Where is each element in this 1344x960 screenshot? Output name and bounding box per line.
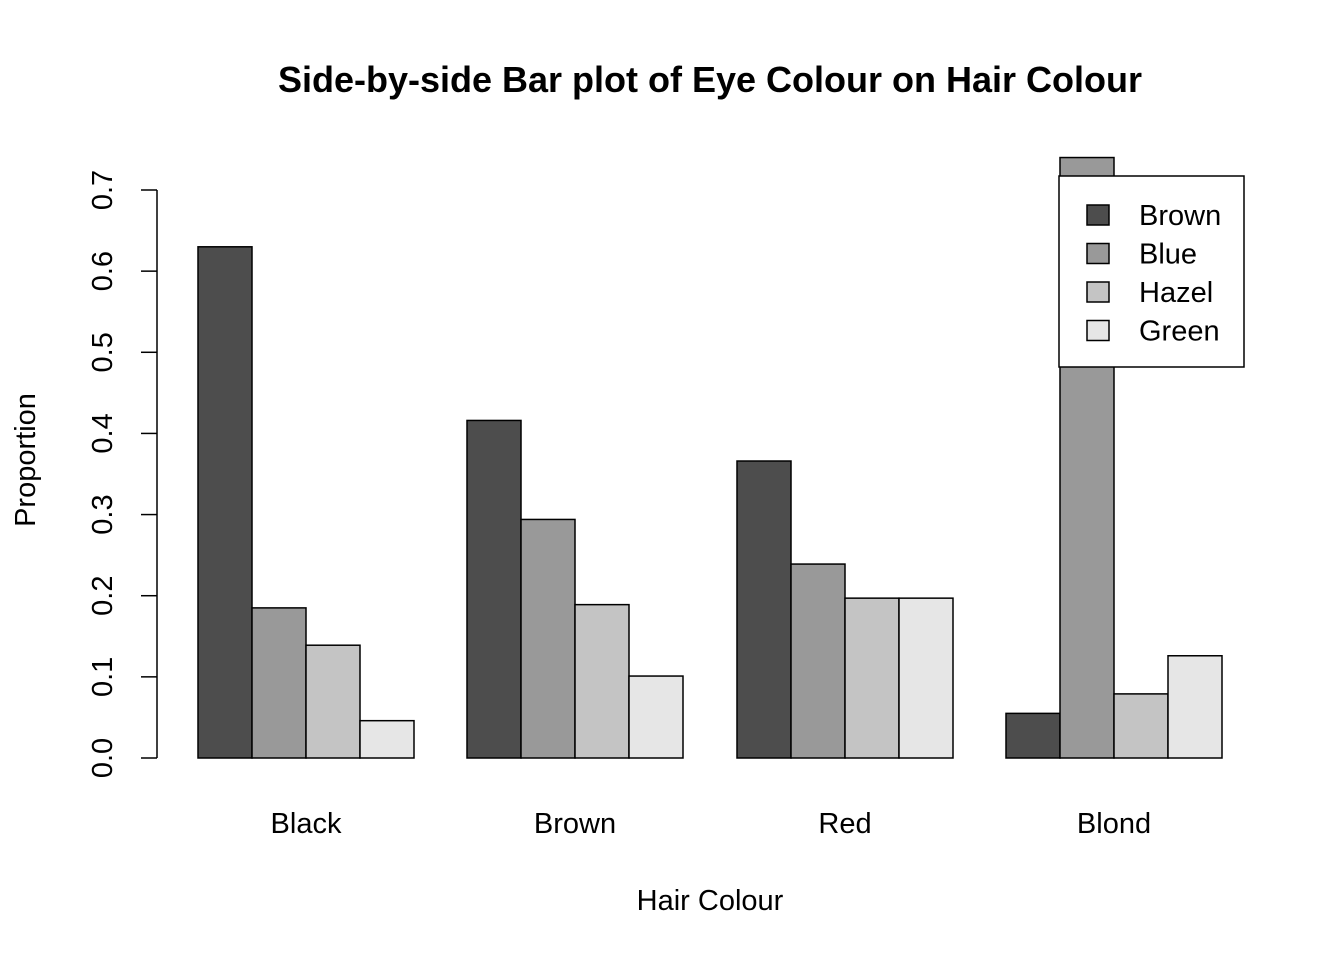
y-tick-label: 0.6 <box>87 251 119 291</box>
bar-black-hazel <box>305 644 361 759</box>
x-tick-label: Blond <box>1077 808 1151 840</box>
legend-swatch <box>1086 204 1110 226</box>
bar-black-blue <box>251 607 307 759</box>
chart-title: Side-by-side Bar plot of Eye Colour on H… <box>278 59 1142 100</box>
legend-swatch <box>1086 319 1110 342</box>
legend-label: Green <box>1139 316 1220 348</box>
x-tick-labels: Black Brown Red Blond <box>271 808 1152 840</box>
bar-blond-hazel <box>1113 693 1169 759</box>
legend-swatch <box>1086 281 1110 303</box>
y-tick-label: 0.7 <box>87 170 119 210</box>
y-axis: 0.0 0.1 0.2 0.3 0.4 0.5 0.6 0.7 <box>87 170 158 778</box>
y-tick-label: 0.2 <box>87 576 119 616</box>
legend-label: Blue <box>1139 239 1197 271</box>
bar-brown-green <box>628 675 684 759</box>
y-tick-label: 0.5 <box>87 332 119 372</box>
bar-blond-brown <box>1005 712 1061 759</box>
bar-black-brown <box>197 246 253 759</box>
y-tick-label: 0.0 <box>87 738 119 778</box>
bar-brown-blue <box>520 518 576 759</box>
bar-brown-hazel <box>574 603 630 759</box>
y-tick-label: 0.4 <box>87 413 119 453</box>
x-tick-label: Brown <box>534 808 616 840</box>
y-axis-label: Proportion <box>10 393 42 527</box>
y-tick-label: 0.1 <box>87 657 119 697</box>
bar-group <box>197 156 1223 759</box>
x-tick-label: Black <box>271 808 342 840</box>
x-tick-label: Red <box>818 808 871 840</box>
legend: Brown Blue Hazel Green <box>1058 175 1245 368</box>
bar-black-green <box>359 719 415 759</box>
legend-label: Brown <box>1139 200 1221 232</box>
bar-brown-brown <box>466 419 522 759</box>
y-tick-label: 0.3 <box>87 494 119 534</box>
bar-red-hazel <box>844 597 900 759</box>
x-axis-label: Hair Colour <box>637 885 784 917</box>
legend-swatch <box>1086 242 1110 265</box>
bar-red-brown <box>736 460 792 759</box>
bar-red-blue <box>790 563 846 759</box>
legend-label: Hazel <box>1139 277 1213 309</box>
bar-blond-green <box>1167 655 1223 759</box>
bar-red-green <box>898 597 954 759</box>
